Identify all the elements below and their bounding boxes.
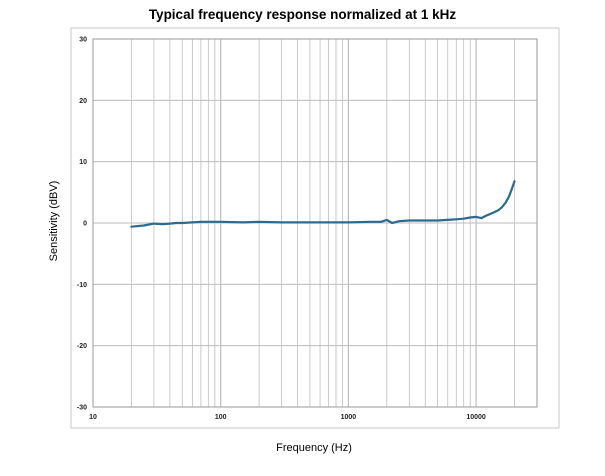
chart-outer-border bbox=[70, 27, 560, 429]
y-tick-labels: -30 -20 -10 0 10 20 30 bbox=[77, 37, 87, 412]
x-tick-labels: 10 100 1000 10000 bbox=[89, 414, 486, 421]
y-tick-label: -20 bbox=[77, 343, 87, 350]
y-tick-label: -10 bbox=[77, 282, 87, 289]
x-tick-label: 100 bbox=[215, 414, 227, 421]
x-tick-label: 1000 bbox=[341, 414, 357, 421]
x-axis-label: Frequency (Hz) bbox=[276, 442, 352, 454]
x-tick-label: 10000 bbox=[466, 414, 486, 421]
y-tick-label: 20 bbox=[79, 98, 87, 105]
plot-area-frame bbox=[92, 38, 538, 408]
y-tick-label: 0 bbox=[83, 221, 87, 228]
chart-title: Typical frequency response normalized at… bbox=[148, 7, 457, 22]
x-tick-label: 10 bbox=[89, 414, 97, 421]
series-line-sensitivity bbox=[130, 180, 516, 228]
y-axis-label: Sensitivity (dBV) bbox=[48, 181, 60, 262]
y-tick-label: -30 bbox=[77, 405, 87, 412]
y-tick-label: 10 bbox=[79, 159, 87, 166]
y-tick-label: 30 bbox=[79, 37, 87, 44]
